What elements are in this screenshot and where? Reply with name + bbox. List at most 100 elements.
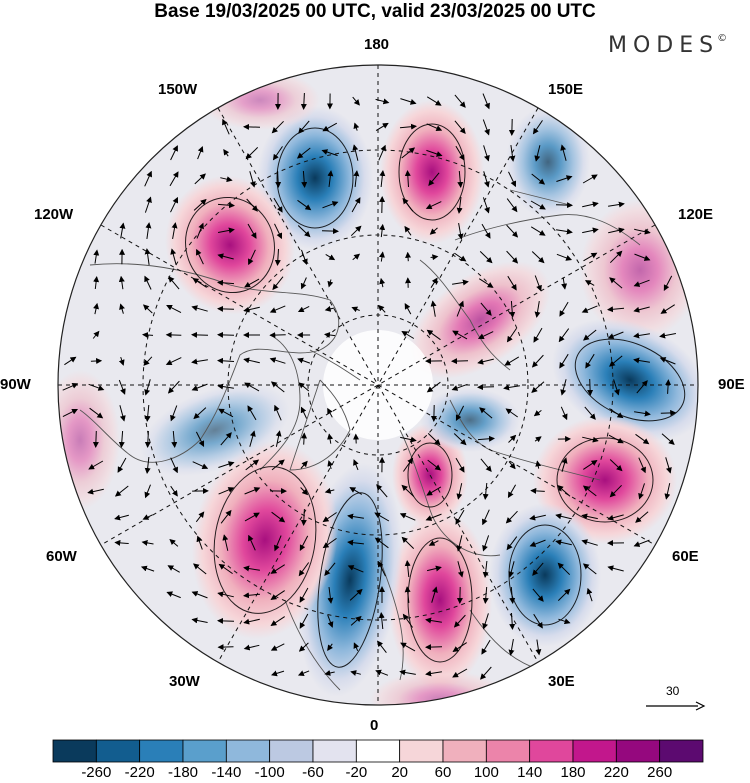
map-boundary <box>57 64 699 706</box>
wind-vector <box>555 539 572 546</box>
wind-vector <box>217 357 235 364</box>
wind-vector <box>431 586 438 603</box>
wind-vector <box>425 670 442 677</box>
wind-vector <box>633 539 650 547</box>
wind-vector <box>144 430 151 448</box>
wind-vector <box>193 198 207 211</box>
wind-vector <box>451 383 468 391</box>
colorbar-tick-label: 60 <box>434 764 452 781</box>
wind-vector <box>482 93 490 110</box>
wind-vector <box>353 170 360 187</box>
wind-vector <box>353 122 360 131</box>
polar-map <box>57 64 699 706</box>
wind-vector <box>557 562 571 576</box>
wind-vector <box>243 565 260 572</box>
wind-vector <box>556 175 573 182</box>
wind-vector <box>220 509 232 524</box>
wind-vector <box>608 201 625 208</box>
wind-vector <box>300 92 307 110</box>
wind-vector <box>581 513 598 520</box>
wind-vector <box>374 537 389 549</box>
wind-vector <box>480 458 492 472</box>
wind-vector <box>352 253 361 261</box>
wind-vector <box>62 408 78 418</box>
wind-vector <box>404 303 412 315</box>
wind-vector <box>454 252 467 262</box>
wind-vector <box>482 613 489 630</box>
colorbar-cell <box>95 739 141 763</box>
wind-vector <box>271 120 284 134</box>
wind-vector <box>557 485 571 497</box>
wind-vector <box>400 436 417 443</box>
lon-label-120e: 120E <box>678 206 714 223</box>
wind-vector <box>301 249 308 266</box>
colorbar-tick-label: -20 <box>345 764 368 781</box>
wind-vector <box>454 120 466 134</box>
wind-vector <box>532 562 544 576</box>
wind-vector <box>426 486 442 496</box>
wind-vector <box>351 306 360 313</box>
wind-vector <box>480 302 492 316</box>
lon-label-30w: 30W <box>169 673 200 690</box>
colorbar-tick-label: -100 <box>254 764 285 781</box>
wind-vector <box>482 119 490 136</box>
wind-vector <box>508 461 516 470</box>
wind-vector <box>117 457 127 473</box>
wind-vector <box>347 539 364 546</box>
wind-vector <box>482 509 490 526</box>
wind-vector <box>273 197 283 213</box>
colorbar-cell <box>312 739 357 763</box>
anomaly-positive <box>200 70 320 130</box>
wind-vector <box>248 534 256 551</box>
wind-vector <box>64 356 77 366</box>
wind-vector <box>635 511 649 523</box>
wind-vector <box>324 487 335 494</box>
wind-vector <box>196 222 204 239</box>
lon-label-0: 0 <box>370 717 379 734</box>
wind-vector <box>532 120 543 135</box>
wind-vector <box>581 305 598 313</box>
wind-vector <box>165 357 182 366</box>
colorbar-tick-label: -60 <box>302 764 324 781</box>
wind-vector <box>243 592 261 599</box>
wind-vector <box>347 513 364 520</box>
colorbar-tick-label: 180 <box>560 764 586 781</box>
wind-vector <box>634 410 651 417</box>
wind-vector <box>322 201 339 209</box>
wind-vector <box>457 170 464 188</box>
wind-vector <box>482 586 489 604</box>
wind-vector <box>425 201 442 210</box>
wind-vector <box>271 670 285 677</box>
wind-vector <box>243 644 260 651</box>
wind-vector <box>452 642 467 652</box>
wind-vector <box>220 176 233 183</box>
wind-vector <box>327 170 334 187</box>
wind-vector <box>378 144 386 161</box>
wind-vector <box>114 539 129 546</box>
wind-vector <box>218 408 234 418</box>
wind-vector <box>351 197 361 213</box>
wind-vector <box>194 173 206 185</box>
wind-vector <box>477 435 495 442</box>
wind-vector <box>217 591 234 598</box>
anomaly-negative <box>506 106 590 218</box>
wind-vector <box>170 248 177 265</box>
wind-vector <box>192 278 207 288</box>
wind-vector <box>400 642 416 652</box>
wind-vector <box>607 565 624 572</box>
wind-vector <box>142 332 154 338</box>
lon-label-150e: 150E <box>548 81 584 98</box>
wind-vector <box>453 433 467 446</box>
wind-vector <box>533 410 542 417</box>
wind-vector <box>404 586 411 603</box>
wind-vector <box>478 278 494 288</box>
wind-vector <box>558 328 570 343</box>
wind-vector <box>561 277 568 290</box>
wind-vector <box>535 460 542 469</box>
wind-vector <box>399 513 416 521</box>
wind-vector <box>300 460 308 469</box>
wind-vector <box>327 407 333 418</box>
anomaly-negative <box>489 503 601 647</box>
wind-vector <box>582 485 597 497</box>
wind-vector <box>353 642 360 652</box>
